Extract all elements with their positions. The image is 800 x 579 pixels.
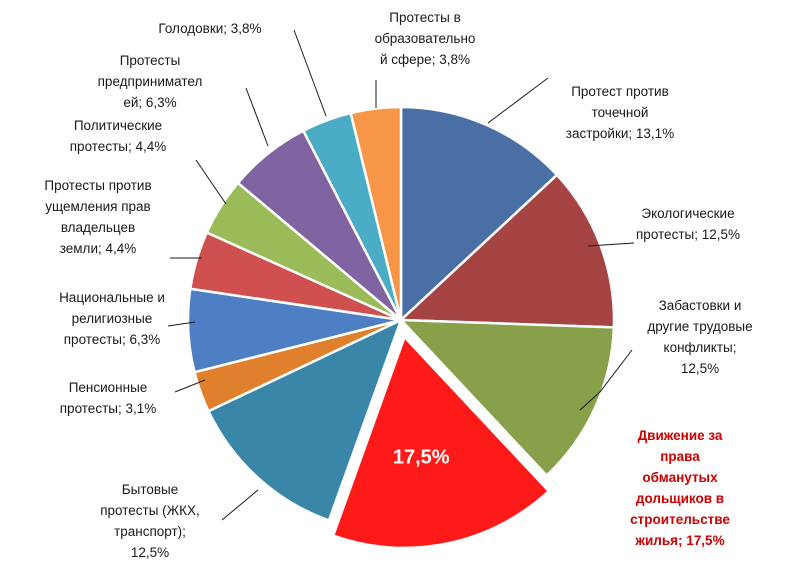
leader-line <box>167 321 196 327</box>
leader-line <box>587 242 635 247</box>
pie-slice <box>349 105 403 322</box>
slice-label-line: жилья; 17,5% <box>634 533 724 548</box>
leader-line <box>174 379 206 393</box>
slice-label-line: религиозные <box>72 311 153 326</box>
pie-slice <box>330 333 552 551</box>
slice-label-line: строительстве <box>630 512 730 527</box>
slice-label-line: Забастовки и <box>659 298 742 313</box>
slice-label-line: протесты; 4,4% <box>70 139 166 154</box>
slice-label: Национальные и религиозные протесты; 6,3% <box>59 290 165 347</box>
slice-label-line: Голодовки; 3,8% <box>158 21 261 36</box>
slice-label-line: точечной <box>592 105 649 120</box>
slice-label-line: й сфере; 3,8% <box>380 52 470 67</box>
pie-slices <box>186 105 616 551</box>
slice-label: Движение за права обманутых дольщиков в стро… <box>630 428 730 548</box>
slice-label-line: протесты; 6,3% <box>64 332 160 347</box>
slice-label-line: земли; 4,4% <box>60 241 137 256</box>
slice-label-line: конфликты; <box>664 340 737 355</box>
slice-label-line: владельцев <box>61 220 135 235</box>
pie-slice <box>207 318 403 522</box>
slice-label: Политические протесты; 4,4% <box>70 118 166 154</box>
slice-label-line: Экологические <box>641 206 734 221</box>
slice-label-line: права <box>660 449 700 464</box>
slice-label-line: Движение за <box>638 428 723 443</box>
leader-lines <box>167 29 635 521</box>
slice-label-line: обманутых <box>642 470 718 485</box>
leader-line <box>487 77 549 124</box>
slice-label: Забастовки и другие трудовые конфликты; 12,… <box>647 298 752 376</box>
slice-label: Пенсионные протесты; 3,1% <box>60 380 156 416</box>
slice-label-line: протесты; 12,5% <box>636 227 740 242</box>
slice-label-line: другие трудовые <box>647 319 752 334</box>
slice-labels: Протест против точечной застройки; 13,1% Эк… <box>44 10 752 560</box>
slice-value-label: 17,5% <box>393 447 450 469</box>
leader-line <box>579 349 633 411</box>
slice-label-line: протесты; 3,1% <box>60 401 156 416</box>
leader-line <box>293 29 327 117</box>
slice-label-line: Бытовые <box>122 482 179 497</box>
leader-line <box>195 159 227 205</box>
slice-label-line: ей; 6,3% <box>123 95 176 110</box>
pie-slice <box>399 318 616 477</box>
slice-label-line: транспорт); <box>114 524 186 539</box>
slice-label-line: предпринимател <box>98 74 203 89</box>
slice-label-line: Пенсионные <box>69 380 148 395</box>
slice-label: Бытовые протесты (ЖКХ, транспорт); 12,5% <box>100 482 200 560</box>
pie-slice <box>399 105 559 322</box>
slice-label: Протесты предпринимател ей; 6,3% <box>98 53 203 110</box>
slice-label: Экологические протесты; 12,5% <box>636 206 740 242</box>
slice-label-line: образовательно <box>375 31 476 46</box>
slice-label-line: дольщиков в <box>636 491 724 506</box>
slice-label-line: Протест против <box>571 84 669 99</box>
slice-label-line: застройки; 13,1% <box>566 126 674 141</box>
slice-label-line: Протесты в <box>389 10 461 25</box>
slice-label: Протесты против ущемления прав владельцев з… <box>44 178 151 256</box>
leader-line <box>221 489 259 521</box>
slice-label-line: Протесты <box>120 53 181 68</box>
slice-label-line: протесты (ЖКХ, <box>100 503 200 518</box>
slice-label-line: Национальные и <box>59 290 165 305</box>
slice-label-line: Политические <box>74 118 162 133</box>
slice-label: Голодовки; 3,8% <box>158 21 261 36</box>
slice-label-line: Протесты против <box>44 178 151 193</box>
slice-label-line: 12,5% <box>131 545 169 560</box>
leader-line <box>245 87 269 147</box>
slice-label: Протест против точечной застройки; 13,1% <box>566 84 674 141</box>
slice-label-line: 12,5% <box>681 361 719 376</box>
slice-label: Протесты в образовательно й сфере; 3,8% <box>375 10 476 67</box>
slice-label-line: ущемления прав <box>45 199 150 214</box>
